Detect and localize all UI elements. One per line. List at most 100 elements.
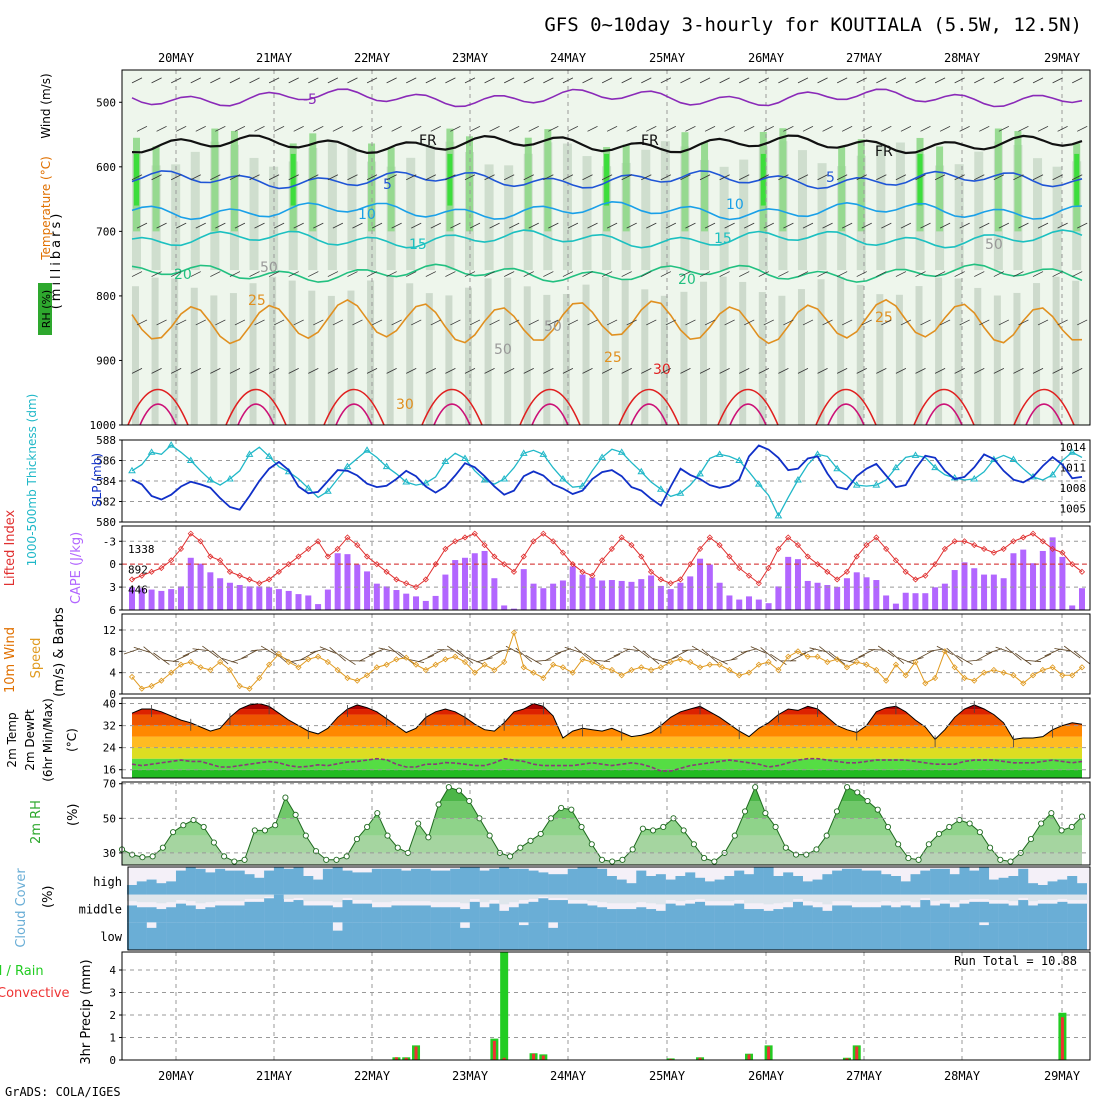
- cape-bar: [981, 574, 988, 610]
- rh-shade: [543, 294, 551, 425]
- cape-bar: [305, 595, 312, 610]
- cloud-cell: [998, 877, 1009, 895]
- wind-barb: [763, 125, 774, 132]
- cloud-cell: [714, 905, 725, 923]
- rh-marker: [445, 784, 452, 791]
- cloud-cell: [890, 907, 901, 923]
- wind-barb-10m: [476, 657, 493, 663]
- rh-shade: [974, 151, 984, 271]
- wind-speed-marker: [520, 664, 527, 671]
- wind-barb: [425, 77, 436, 84]
- cloud-cell: [714, 879, 725, 895]
- rh-color-band: [122, 801, 1082, 819]
- cloud-gap: [528, 894, 539, 899]
- wind-barb-10m: [1005, 646, 1022, 661]
- cloud-gap: [313, 894, 324, 902]
- cloud-cell: [783, 922, 794, 950]
- wind-barb: [582, 271, 593, 277]
- wind-barb: [508, 222, 520, 229]
- wind-barb: [699, 174, 711, 181]
- wind-barb: [1077, 222, 1088, 229]
- cloud-cell: [166, 907, 177, 923]
- li-marker: [1010, 538, 1017, 545]
- cape-bar: [471, 553, 478, 610]
- wind-barb: [621, 77, 632, 84]
- cape-bar: [148, 589, 155, 610]
- wind-barb: [175, 222, 187, 229]
- wind-barb: [293, 222, 304, 229]
- wind-barb: [391, 319, 402, 326]
- cloud-cell: [646, 922, 657, 950]
- cloud-row-label: high: [93, 875, 122, 889]
- wind-barb: [391, 125, 402, 132]
- wind-barb: [347, 77, 358, 84]
- wind-speed-marker: [1069, 672, 1076, 679]
- wind-barb: [939, 222, 951, 229]
- cloud-cell: [185, 867, 196, 895]
- thickness-marker: [147, 448, 156, 455]
- cloud-gap: [175, 894, 186, 901]
- wind-barb: [881, 319, 892, 326]
- wind-barb: [249, 77, 260, 84]
- wind-barb: [386, 174, 397, 181]
- thickness-marker: [833, 464, 842, 472]
- cape-bar: [481, 550, 488, 610]
- cloud-gap: [861, 894, 872, 903]
- cloud-cell: [695, 877, 706, 895]
- wind-speed-marker: [285, 658, 292, 666]
- cloud-cell: [920, 922, 931, 950]
- wind-barb: [998, 222, 1010, 229]
- surface-isotherm: [1025, 403, 1063, 426]
- wind-barb-10m: [701, 648, 719, 664]
- cloud-cell: [469, 901, 480, 923]
- wind-speed-marker: [755, 661, 762, 668]
- cloud-cell: [479, 870, 490, 895]
- wind-barb: [606, 125, 618, 132]
- cloud-cell: [900, 905, 911, 923]
- wind-barb: [699, 271, 711, 277]
- rh-shade: [876, 143, 886, 271]
- wind-barb-10m: [838, 659, 856, 663]
- cloud-cell: [1028, 883, 1039, 895]
- cloud-cell: [665, 903, 676, 923]
- wind-barb: [959, 222, 970, 229]
- li-marker: [1029, 530, 1037, 537]
- li-marker: [491, 553, 498, 560]
- rh-color-band: [122, 835, 1082, 853]
- wind-speed-marker: [922, 680, 929, 687]
- cloud-cell: [273, 894, 284, 923]
- wind-speed-marker: [648, 666, 655, 674]
- cloud-cell: [1057, 901, 1068, 923]
- wind-barb: [974, 271, 985, 277]
- rh-shade: [211, 128, 219, 232]
- wind-barb: [1072, 174, 1083, 181]
- cloud-cell: [342, 922, 353, 950]
- wind-barb: [939, 319, 951, 326]
- cloud-cell: [459, 927, 470, 950]
- cape-bar: [432, 595, 439, 610]
- li-marker: [716, 542, 723, 549]
- day-label-top: 29MAY: [1044, 51, 1081, 65]
- cloud-cell: [254, 922, 265, 950]
- li-marker: [383, 568, 390, 575]
- wind-barb-10m: [897, 657, 914, 665]
- wind-barb: [763, 222, 774, 229]
- li-marker: [295, 553, 302, 560]
- slp-line: [131, 444, 1083, 511]
- wind-barb-10m: [603, 653, 621, 662]
- cloud-cell: [1047, 881, 1058, 895]
- rh-color-band: [122, 852, 1082, 865]
- wind-barb: [131, 77, 143, 84]
- wind-barb: [352, 222, 363, 229]
- wind-barb: [1018, 319, 1029, 326]
- cloud-cell: [215, 922, 226, 950]
- cloud-cell: [273, 867, 284, 895]
- cloud-cell: [185, 905, 196, 923]
- cloud-cell: [841, 922, 852, 950]
- li-marker: [824, 568, 831, 575]
- wind-barb: [523, 271, 534, 277]
- rh-marker: [364, 823, 371, 831]
- wind-barb-10m: [594, 659, 611, 663]
- rh-shade: [739, 281, 747, 425]
- wind-barb: [660, 174, 672, 181]
